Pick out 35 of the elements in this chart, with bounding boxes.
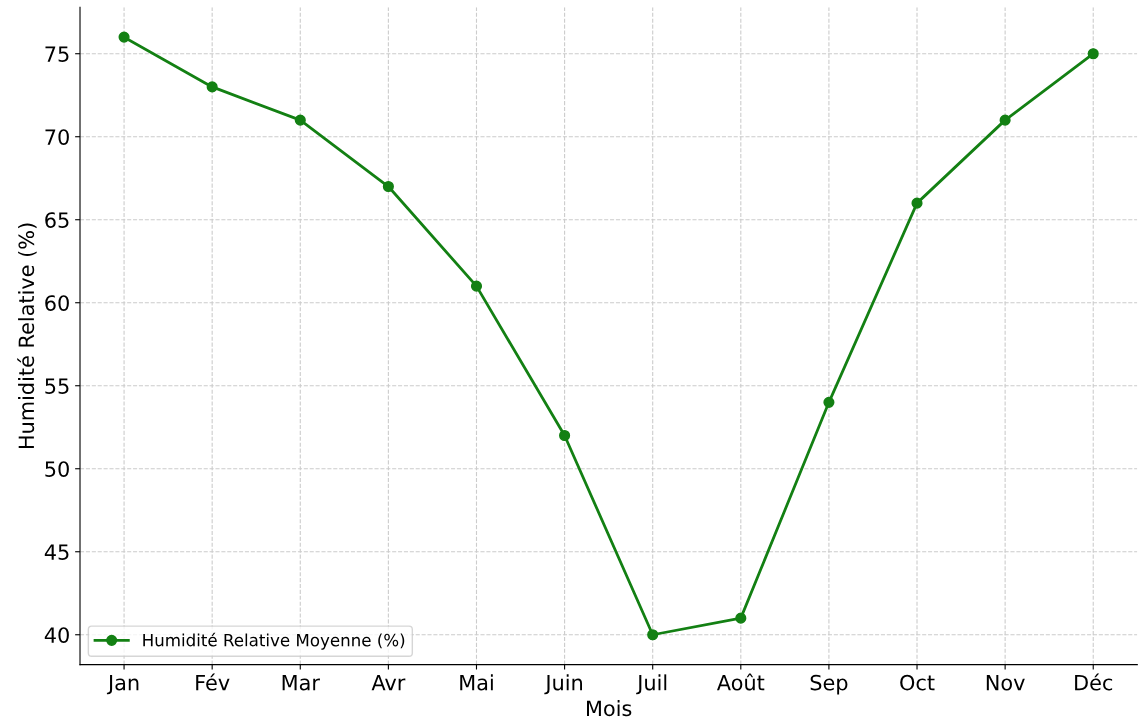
x-tick-label: Août	[716, 673, 765, 691]
x-tick-label: Déc	[1075, 673, 1113, 691]
point	[470, 280, 483, 292]
point	[999, 114, 1011, 126]
x-tick-label: Juil	[636, 674, 667, 695]
y-tick-label: 45	[44, 544, 69, 560]
point	[911, 197, 923, 209]
x-tick-label: Sep	[810, 674, 848, 695]
point	[559, 429, 571, 442]
point	[206, 81, 218, 93]
point	[1087, 48, 1099, 60]
legend-label: Humidité Relative Moyenne (%)	[143, 632, 405, 650]
y-tick-label: 50	[45, 461, 69, 477]
x-tick-label: Jan	[106, 675, 139, 695]
y-tick-label: 60	[45, 295, 69, 311]
point	[382, 180, 394, 193]
point	[294, 114, 306, 126]
y-tick-label: 65	[45, 212, 69, 228]
x-tick-label: Oct	[900, 674, 935, 691]
x-tick-label: Avr	[371, 675, 406, 691]
x-tick-label: Juin	[544, 674, 582, 695]
point	[647, 629, 659, 641]
x-tick-label: Mar	[282, 675, 320, 691]
point	[118, 31, 130, 43]
y-tick-label: 75	[45, 46, 69, 62]
x-tick-label: Mai	[460, 674, 493, 691]
x-tick-label: Nov	[986, 675, 1025, 691]
y-tick-label: 55	[45, 378, 69, 394]
y-axis-title: Humidité Relative (%)	[17, 223, 37, 449]
y-tick-label: 70	[45, 129, 69, 145]
x-tick-label: Fév	[196, 673, 230, 691]
y-tick-label: 40	[44, 627, 69, 643]
x-axis-title: Mois	[587, 700, 632, 717]
point	[823, 396, 835, 408]
point	[735, 612, 747, 624]
